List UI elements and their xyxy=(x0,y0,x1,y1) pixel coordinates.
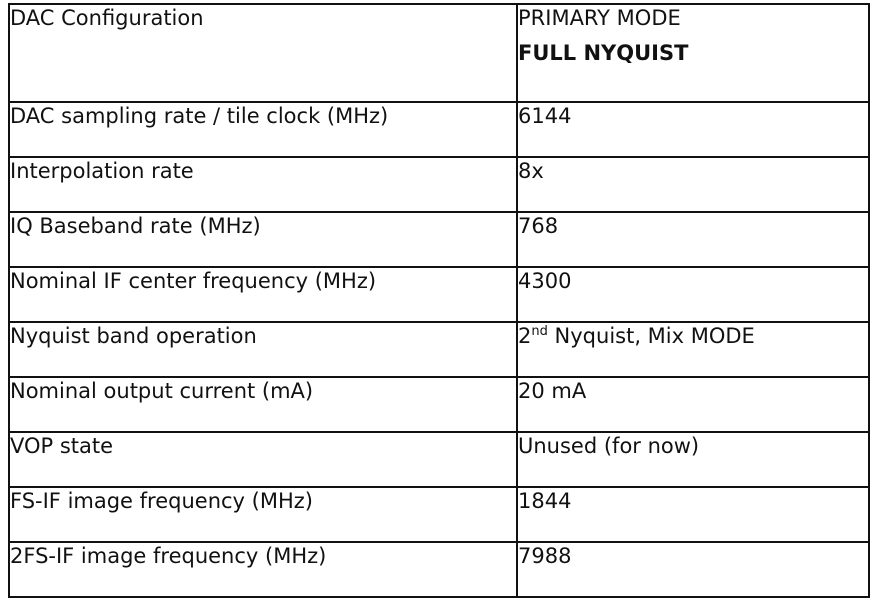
row-value: 2nd Nyquist, Mix MODE xyxy=(516,321,870,378)
row-label: Nominal IF center frequency (MHz) xyxy=(8,266,518,323)
row-label: 2FS-IF image frequency (MHz) xyxy=(8,541,518,598)
table-row: Nominal output current (mA) 20 mA xyxy=(8,376,870,433)
table-row: VOP state Unused (for now) xyxy=(8,431,870,488)
value-rest: Nyquist, Mix MODE xyxy=(547,324,755,348)
table-title: DAC Configuration xyxy=(8,3,518,103)
table-row: 2FS-IF image frequency (MHz) 7988 xyxy=(8,541,870,598)
table-row: Nyquist band operation 2nd Nyquist, Mix … xyxy=(8,321,870,378)
row-value: 4300 xyxy=(516,266,870,323)
primary-mode-label: PRIMARY MODE xyxy=(518,6,681,30)
row-value: 6144 xyxy=(516,101,870,158)
row-label: Nyquist band operation xyxy=(8,321,518,378)
table-row: Nominal IF center frequency (MHz) 4300 xyxy=(8,266,870,323)
dac-configuration-table: DAC Configuration PRIMARY MODE FULL NYQU… xyxy=(8,3,870,598)
row-label: Interpolation rate xyxy=(8,156,518,213)
table-header-row: DAC Configuration PRIMARY MODE FULL NYQU… xyxy=(8,3,870,103)
table-row: DAC sampling rate / tile clock (MHz) 614… xyxy=(8,101,870,158)
row-value: 8x xyxy=(516,156,870,213)
row-label: IQ Baseband rate (MHz) xyxy=(8,211,518,268)
row-value: Unused (for now) xyxy=(516,431,870,488)
table-row: IQ Baseband rate (MHz) 768 xyxy=(8,211,870,268)
mode-header-cell: PRIMARY MODE FULL NYQUIST xyxy=(516,3,870,103)
row-label: DAC sampling rate / tile clock (MHz) xyxy=(8,101,518,158)
row-value: 20 mA xyxy=(516,376,870,433)
row-label: Nominal output current (mA) xyxy=(8,376,518,433)
row-label: VOP state xyxy=(8,431,518,488)
row-label: FS-IF image frequency (MHz) xyxy=(8,486,518,543)
row-value: 768 xyxy=(516,211,870,268)
table-row: FS-IF image frequency (MHz) 1844 xyxy=(8,486,870,543)
table-row: Interpolation rate 8x xyxy=(8,156,870,213)
full-nyquist-label: FULL NYQUIST xyxy=(518,41,689,65)
row-value: 1844 xyxy=(516,486,870,543)
value-number: 2 xyxy=(518,324,532,348)
value-superscript: nd xyxy=(531,324,548,339)
row-value: 7988 xyxy=(516,541,870,598)
